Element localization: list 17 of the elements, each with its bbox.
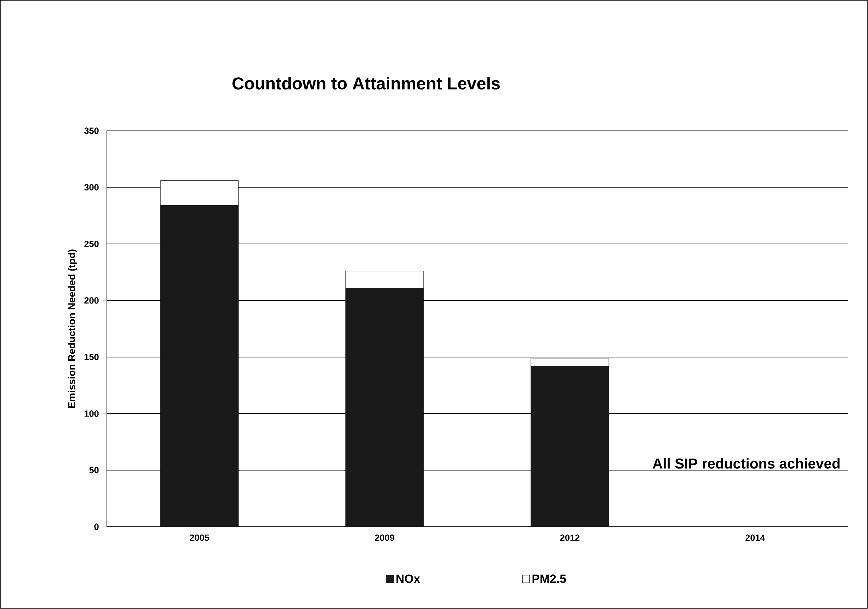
legend-label: NOx (396, 574, 420, 584)
y-tick-label: 100 (84, 410, 99, 418)
x-tick-label: 2014 (746, 534, 766, 542)
y-tick-label: 50 (90, 467, 99, 474)
legend-label: PM2.5 (532, 574, 566, 584)
x-tick-label: 2009 (375, 534, 395, 542)
y-tick-label: 300 (84, 184, 99, 191)
y-tick-label: 150 (84, 354, 99, 360)
annotation: All SIP reductions achieved (652, 458, 840, 469)
x-tick-label: 2012 (560, 534, 580, 542)
y-axis-title: Emission Reduction Needed (tpd) (68, 250, 78, 408)
y-tick-label: 350 (84, 128, 99, 134)
chart-title: Countdown to Attainment Levels (232, 77, 500, 90)
y-tick-label: 200 (84, 298, 99, 304)
y-tick-label: 250 (84, 240, 99, 248)
y-tick-label: 0 (94, 524, 99, 530)
x-tick-label: 2005 (190, 534, 210, 542)
